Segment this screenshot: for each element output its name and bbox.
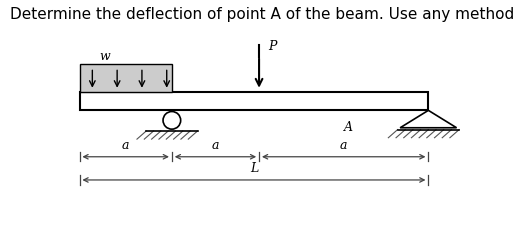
Text: w: w	[100, 49, 110, 62]
Text: P: P	[268, 40, 277, 53]
Text: a: a	[212, 138, 219, 151]
Bar	[80, 65, 172, 92]
Text: a: a	[340, 138, 347, 151]
Text: A: A	[344, 120, 353, 133]
Text: Determine the deflection of point A of the beam. Use any method.: Determine the deflection of point A of t…	[10, 7, 513, 22]
Text: a: a	[122, 138, 129, 151]
Bar	[80, 92, 428, 111]
Text: L: L	[250, 161, 258, 174]
